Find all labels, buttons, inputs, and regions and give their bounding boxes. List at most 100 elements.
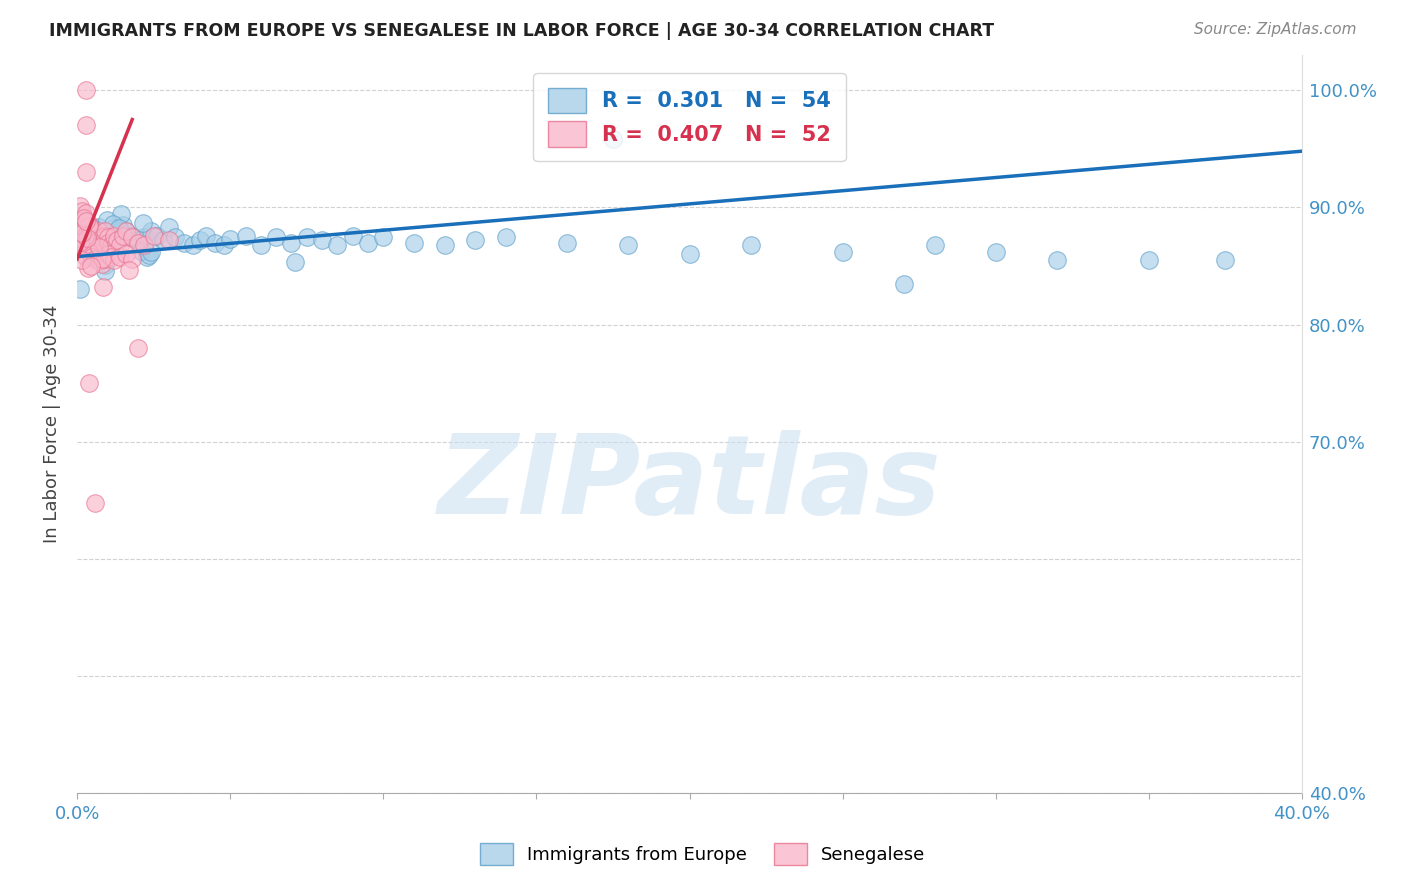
Point <box>90 257 112 271</box>
Point <box>82 224 104 238</box>
Point <box>831 244 853 259</box>
Point <box>402 235 425 250</box>
Point <box>924 238 946 252</box>
Point <box>740 238 762 252</box>
Point <box>127 233 149 247</box>
Point <box>129 244 152 259</box>
Point <box>212 238 235 252</box>
Point <box>165 229 187 244</box>
Point <box>112 228 135 243</box>
Point <box>108 238 131 252</box>
Point <box>204 235 226 250</box>
Point <box>69 282 91 296</box>
Point <box>110 207 132 221</box>
Point <box>96 212 118 227</box>
Point <box>1137 253 1160 268</box>
Point <box>72 213 94 227</box>
Point <box>112 218 135 232</box>
Point <box>75 213 97 227</box>
Point <box>97 237 120 252</box>
Point <box>70 253 93 268</box>
Text: IMMIGRANTS FROM EUROPE VS SENEGALESE IN LABOR FORCE | AGE 30-34 CORRELATION CHAR: IMMIGRANTS FROM EUROPE VS SENEGALESE IN … <box>49 22 994 40</box>
Point <box>72 247 94 261</box>
Point <box>250 238 273 252</box>
Point <box>326 238 349 252</box>
Point <box>127 341 149 355</box>
Point <box>136 250 159 264</box>
Point <box>82 224 104 238</box>
Point <box>100 228 122 243</box>
Point <box>103 228 125 243</box>
Text: ZIPatlas: ZIPatlas <box>437 430 942 537</box>
Point <box>984 244 1007 259</box>
Point <box>84 252 107 266</box>
Point <box>893 277 915 291</box>
Point <box>121 252 143 266</box>
Point <box>311 233 333 247</box>
Point <box>97 247 120 261</box>
Point <box>100 250 122 264</box>
Point <box>183 238 205 252</box>
Point <box>75 119 97 133</box>
Point <box>139 224 162 238</box>
Point <box>77 219 100 233</box>
Point <box>90 252 112 266</box>
Point <box>555 235 578 250</box>
Point <box>75 205 97 219</box>
Point <box>235 228 257 243</box>
Point <box>72 233 94 247</box>
Point <box>157 220 180 235</box>
Point <box>152 233 174 247</box>
Point <box>134 238 156 252</box>
Point <box>97 229 120 244</box>
Point <box>617 238 640 252</box>
Point <box>91 280 114 294</box>
Point <box>79 376 101 390</box>
Point <box>70 226 93 240</box>
Point <box>357 235 380 250</box>
Point <box>280 235 302 250</box>
Point <box>89 235 111 250</box>
Point <box>1046 253 1069 268</box>
Point <box>90 229 112 244</box>
Point <box>602 132 624 146</box>
Point <box>69 235 91 249</box>
Point <box>142 228 165 243</box>
Legend: Immigrants from Europe, Senegalese: Immigrants from Europe, Senegalese <box>471 834 935 874</box>
Point <box>108 250 131 264</box>
Point <box>69 219 91 233</box>
Point <box>79 228 101 243</box>
Point <box>264 229 287 244</box>
Point <box>93 238 115 252</box>
Point <box>77 217 100 231</box>
Point <box>84 229 107 244</box>
Point <box>134 229 156 244</box>
Point <box>97 232 120 246</box>
Point <box>79 233 101 247</box>
Point <box>82 229 104 244</box>
Point <box>219 232 242 246</box>
Point <box>84 495 107 509</box>
Point <box>93 228 115 243</box>
Point <box>94 264 117 278</box>
Point <box>188 233 211 247</box>
Point <box>76 236 98 251</box>
Point <box>76 231 98 245</box>
Point <box>75 228 97 243</box>
Point <box>157 233 180 247</box>
Point <box>464 233 486 247</box>
Point <box>75 83 97 97</box>
Point <box>79 238 101 252</box>
Legend: R =  0.301   N =  54, R =  0.407   N =  52: R = 0.301 N = 54, R = 0.407 N = 52 <box>533 73 845 161</box>
Point <box>105 226 128 240</box>
Point <box>87 228 110 243</box>
Point <box>77 217 100 231</box>
Point <box>295 229 318 244</box>
Point <box>75 165 97 179</box>
Point <box>90 235 112 250</box>
Point <box>103 253 125 268</box>
Point <box>678 247 700 261</box>
Point <box>194 228 217 243</box>
Point <box>73 211 96 225</box>
Point <box>115 224 138 238</box>
